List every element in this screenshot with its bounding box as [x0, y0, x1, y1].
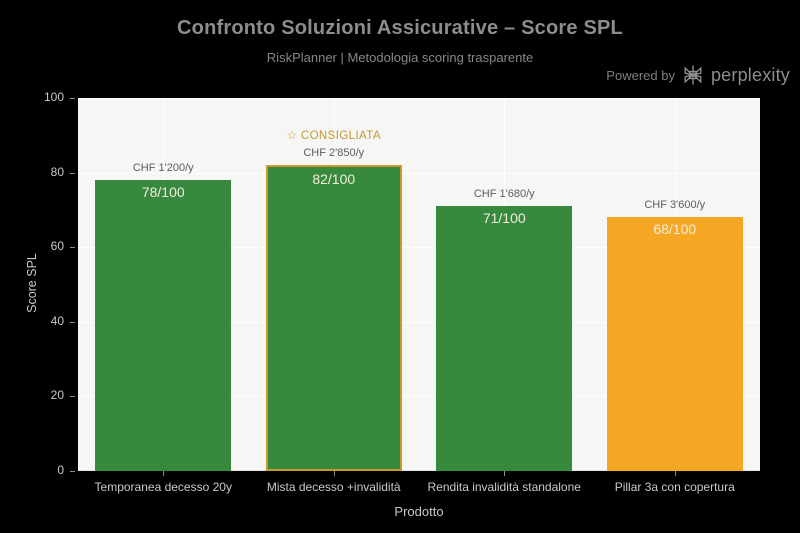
premium-label: CHF 2'850/y	[303, 147, 365, 160]
y-tick-label: 0	[57, 463, 64, 477]
y-tick-label: 80	[50, 164, 64, 179]
powered-by-label: Powered by	[606, 67, 675, 83]
x-tick-mark	[163, 471, 165, 476]
y-tick-mark	[70, 396, 75, 398]
powered-by-badge: Powered by perplexity	[606, 62, 790, 88]
y-tick-label: 60	[50, 239, 64, 254]
y-tick-mark	[70, 172, 75, 174]
recommended-badge: ☆ CONSIGLIATA	[286, 130, 381, 143]
y-gridline	[78, 172, 760, 174]
perplexity-logo-icon	[684, 65, 702, 85]
y-tick-mark	[70, 321, 75, 323]
x-tick-label: Rendita invalidità standalone	[427, 480, 581, 494]
bar-value-label: 82/100	[312, 171, 356, 188]
bar-value-label: 78/100	[141, 184, 185, 201]
bar-1[interactable]: 78/100	[95, 180, 232, 471]
y-gridline	[78, 396, 760, 398]
chart-subtitle: RiskPlanner | Metodologia scoring traspa…	[266, 50, 534, 65]
premium-label: CHF 1'680/y	[473, 188, 535, 201]
x-tick-label: Pillar 3a con copertura	[614, 480, 735, 494]
y-tick-mark	[70, 98, 75, 99]
y-gridline	[78, 247, 760, 249]
x-axis-title: Prodotto	[394, 504, 444, 519]
x-tick-mark	[333, 471, 335, 476]
chart-title: Confronto Soluzioni Assicurative – Score…	[177, 17, 623, 39]
bar-value-label: 68/100	[653, 221, 697, 238]
premium-label: CHF 3'600/y	[644, 199, 706, 212]
bar-3[interactable]: 71/100	[436, 206, 573, 471]
y-tick-label: 20	[50, 388, 64, 403]
x-tick-label: Temporanea decesso 20y	[94, 480, 232, 494]
y-tick-label: 40	[50, 313, 64, 328]
x-axis-line	[78, 470, 760, 471]
bar-value-label: 71/100	[482, 210, 526, 227]
brand-wordmark: perplexity	[710, 64, 790, 85]
x-tick-mark	[504, 471, 506, 476]
y-tick-mark	[70, 247, 75, 249]
x-tick-label: Mista decesso +invalidità	[266, 480, 401, 494]
y-gridline	[78, 321, 760, 323]
y-tick-mark	[70, 471, 75, 472]
premium-label: CHF 1'200/y	[132, 162, 194, 175]
bar-2[interactable]: 82/100	[265, 165, 402, 471]
y-gridline	[78, 98, 760, 99]
x-tick-mark	[674, 471, 676, 476]
bar-4[interactable]: 68/100	[606, 217, 743, 471]
y-tick-label: 100	[43, 90, 64, 104]
